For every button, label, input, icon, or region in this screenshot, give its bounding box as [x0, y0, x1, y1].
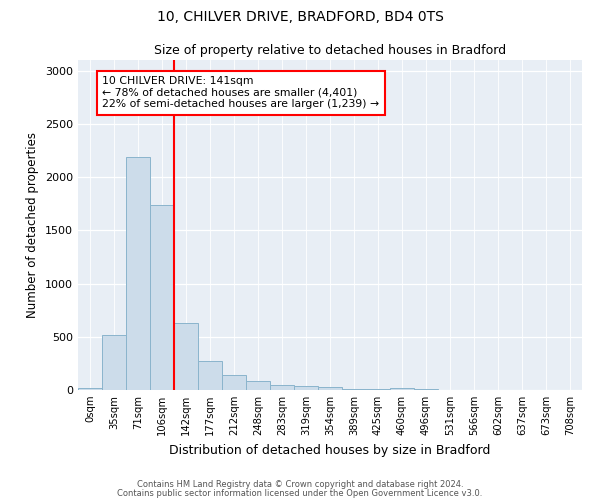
Bar: [246, 382, 270, 390]
Bar: [126, 157, 150, 390]
Text: 10, CHILVER DRIVE, BRADFORD, BD4 0TS: 10, CHILVER DRIVE, BRADFORD, BD4 0TS: [157, 10, 443, 24]
Bar: [294, 386, 318, 390]
Bar: [390, 388, 414, 390]
Bar: [222, 375, 246, 390]
Text: 10 CHILVER DRIVE: 141sqm
← 78% of detached houses are smaller (4,401)
22% of sem: 10 CHILVER DRIVE: 141sqm ← 78% of detach…: [102, 76, 379, 109]
Bar: [366, 389, 390, 390]
Y-axis label: Number of detached properties: Number of detached properties: [26, 132, 40, 318]
Title: Size of property relative to detached houses in Bradford: Size of property relative to detached ho…: [154, 44, 506, 58]
Text: Contains public sector information licensed under the Open Government Licence v3: Contains public sector information licen…: [118, 489, 482, 498]
Bar: [318, 388, 342, 390]
Text: Contains HM Land Registry data © Crown copyright and database right 2024.: Contains HM Land Registry data © Crown c…: [137, 480, 463, 489]
Bar: [174, 323, 198, 390]
Bar: [270, 384, 294, 390]
Bar: [102, 334, 126, 390]
Bar: [342, 389, 366, 390]
Bar: [150, 205, 174, 390]
Bar: [198, 362, 222, 390]
Bar: [78, 388, 102, 390]
X-axis label: Distribution of detached houses by size in Bradford: Distribution of detached houses by size …: [169, 444, 491, 456]
